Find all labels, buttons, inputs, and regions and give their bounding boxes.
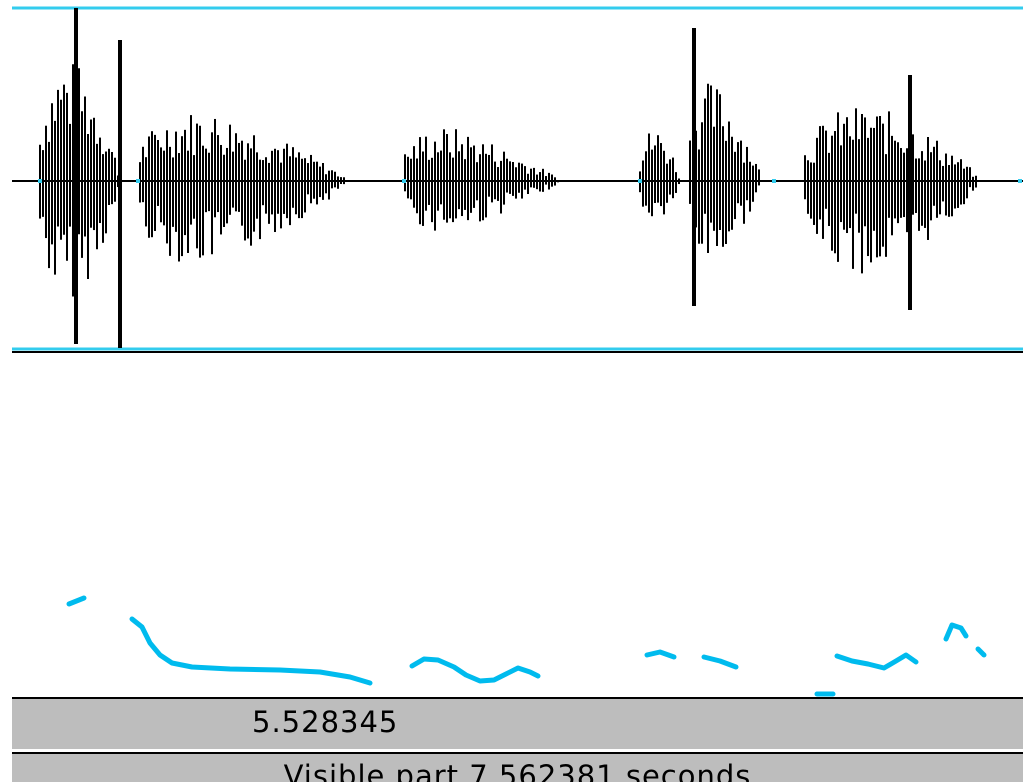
waveform bbox=[39, 8, 977, 348]
sound-display[interactable] bbox=[0, 0, 1023, 697]
pitch-contour-8 bbox=[975, 646, 987, 658]
waveform-panel[interactable] bbox=[12, 6, 1023, 353]
pitch-contour-4 bbox=[644, 649, 677, 660]
pitch-contour-3 bbox=[409, 656, 541, 684]
cursor-time-bar[interactable]: 5.528345 bbox=[12, 697, 1023, 749]
pitch-contour-7 bbox=[943, 622, 969, 642]
pitch-panel[interactable] bbox=[66, 595, 987, 697]
cursor-time-label: 5.528345 bbox=[252, 705, 399, 739]
pitch-contour-2 bbox=[129, 616, 373, 686]
pitch-contour-1 bbox=[66, 595, 87, 607]
visible-part-bar[interactable]: Visible part 7.562381 seconds bbox=[12, 752, 1023, 782]
pitch-contour-5 bbox=[701, 654, 739, 670]
visible-part-label: Visible part 7.562381 seconds bbox=[283, 759, 752, 782]
zero-crossing-marks bbox=[38, 179, 1022, 183]
pitch-contour-6 bbox=[834, 652, 919, 671]
